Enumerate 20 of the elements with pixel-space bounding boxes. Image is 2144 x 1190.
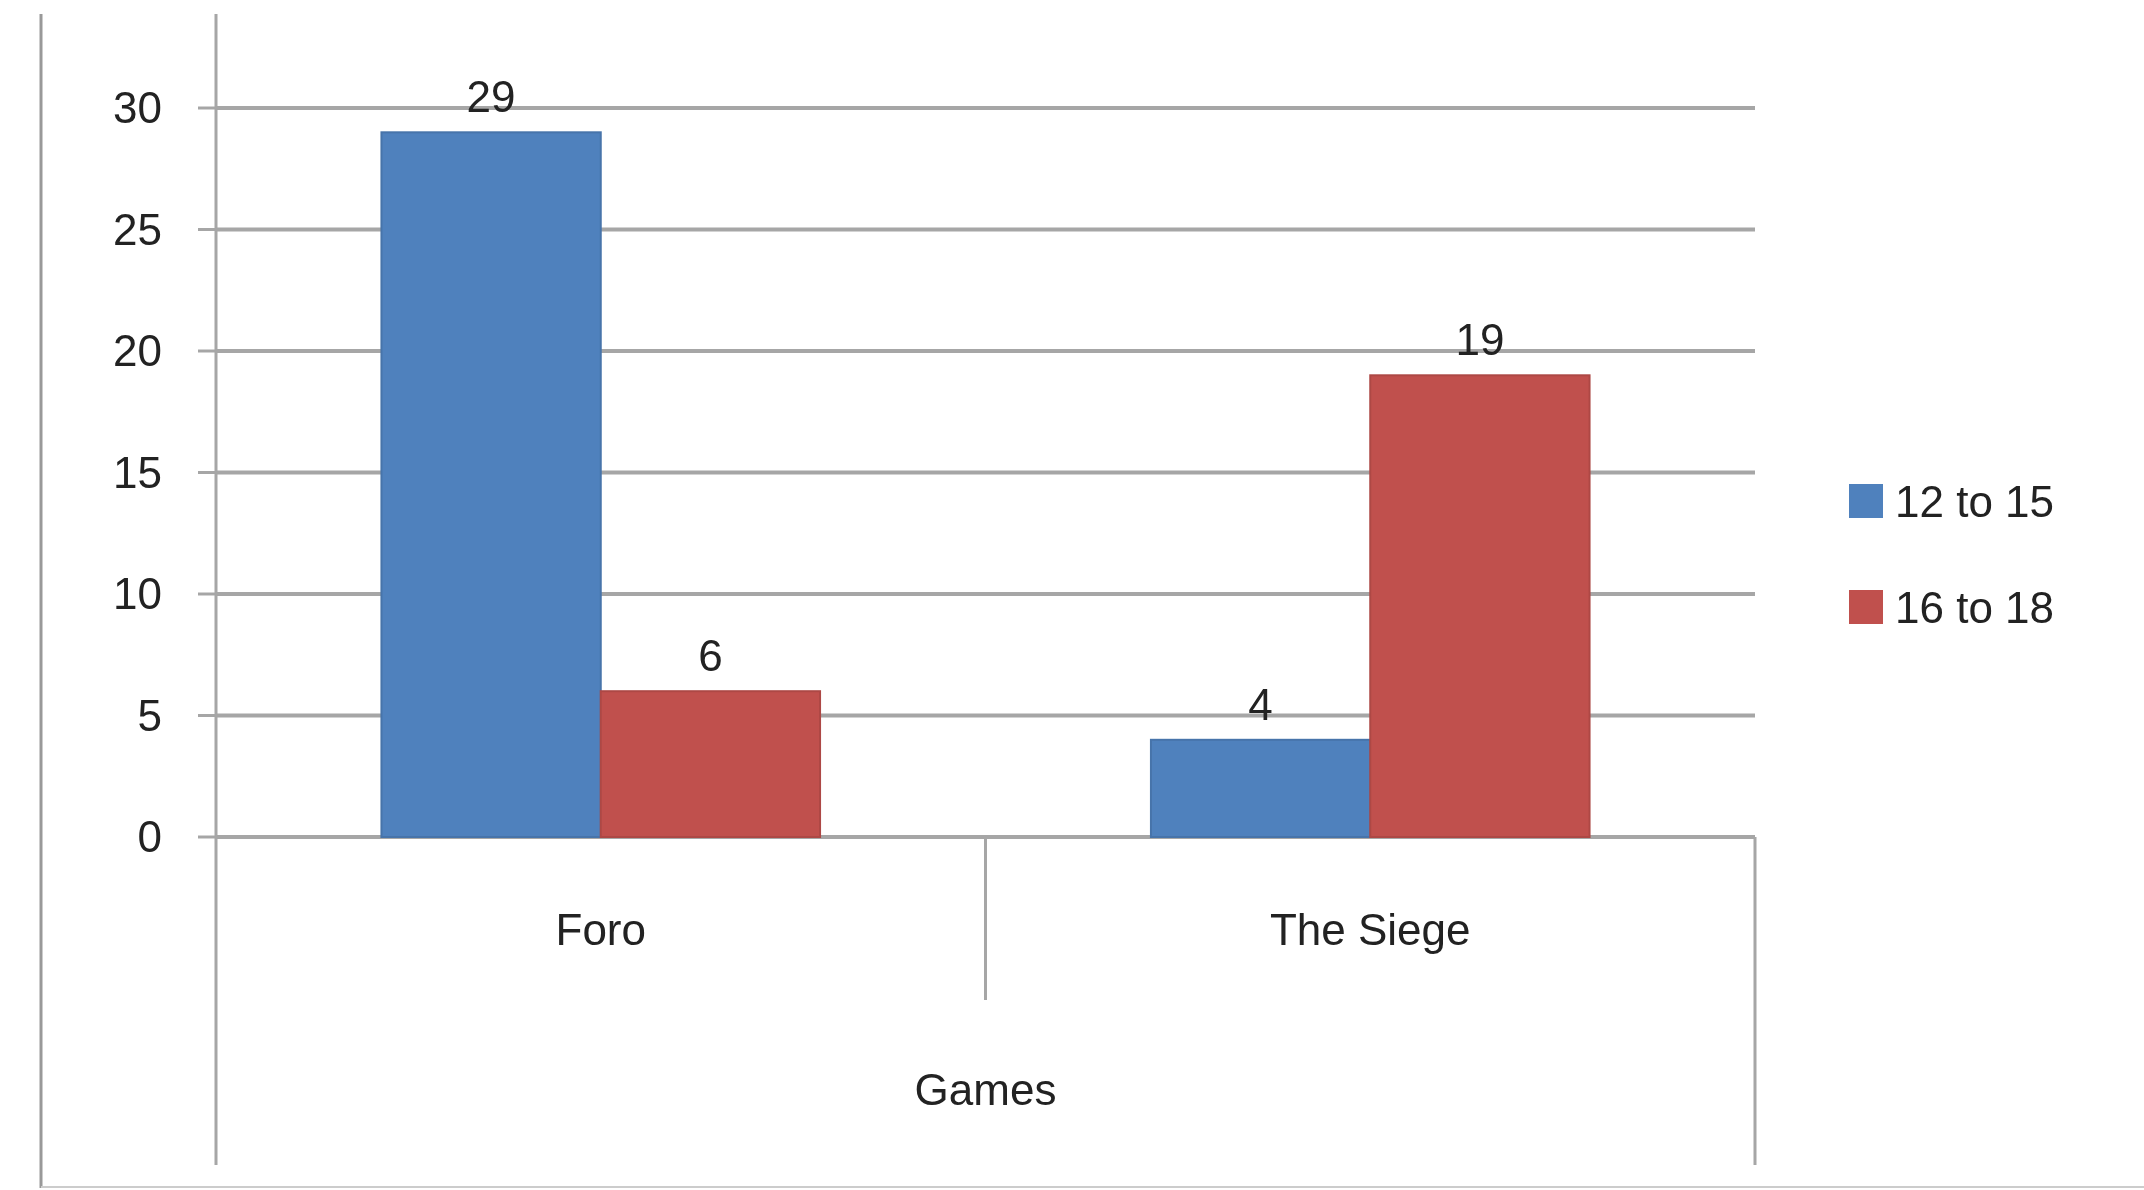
y-tick-label: 5	[137, 690, 162, 740]
y-tick-label: 20	[113, 326, 162, 376]
y-tick-label: 15	[113, 447, 162, 497]
bar	[380, 131, 602, 838]
y-tick-label: 25	[113, 204, 162, 254]
y-tick-label: 30	[113, 83, 162, 133]
x-axis-title: Games	[914, 1065, 1057, 1114]
bar	[1149, 738, 1372, 838]
bar	[599, 690, 822, 838]
x-tick-label: Foro	[555, 905, 646, 954]
data-label: 19	[1455, 315, 1505, 365]
y-tick-label: 0	[137, 812, 162, 862]
data-label: 29	[466, 72, 516, 122]
bar	[1369, 374, 1591, 838]
y-tick-label: 10	[113, 569, 162, 619]
x-tick-label: The Siege	[1269, 905, 1471, 954]
data-label: 6	[698, 631, 723, 681]
legend-label: 16 to 18	[1895, 583, 2055, 633]
legend-label: 12 to 15	[1895, 477, 2055, 527]
data-label: 4	[1248, 679, 1273, 729]
